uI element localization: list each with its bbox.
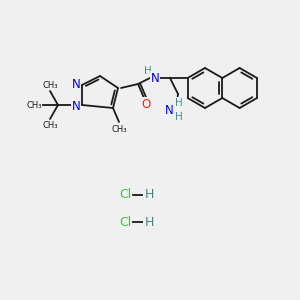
Text: N: N	[72, 77, 80, 91]
Text: N: N	[72, 100, 80, 112]
Text: H: H	[175, 98, 183, 108]
Text: CH₃: CH₃	[42, 80, 58, 89]
Text: H: H	[144, 188, 154, 202]
Text: H: H	[144, 66, 152, 76]
Text: Cl: Cl	[119, 215, 131, 229]
Text: CH₃: CH₃	[111, 124, 127, 134]
Text: CH₃: CH₃	[26, 100, 42, 109]
Text: N: N	[165, 103, 173, 116]
Text: N: N	[151, 71, 159, 85]
Text: H: H	[144, 215, 154, 229]
Text: H: H	[175, 112, 183, 122]
Text: Cl: Cl	[119, 188, 131, 202]
Text: CH₃: CH₃	[42, 121, 58, 130]
Text: O: O	[141, 98, 151, 110]
